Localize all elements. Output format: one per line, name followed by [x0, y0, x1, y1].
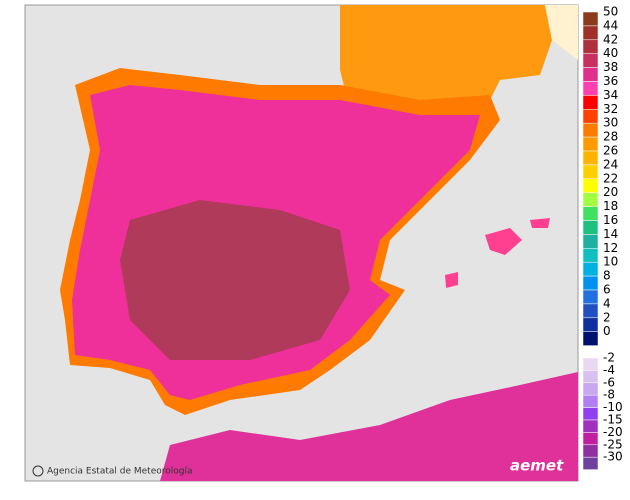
- legend-label: 40: [603, 46, 618, 60]
- legend-label: 18: [603, 199, 618, 213]
- legend-label: 20: [603, 185, 618, 199]
- legend-swatch: [582, 39, 599, 54]
- legend-label: -25: [603, 437, 623, 451]
- legend-label: 22: [603, 171, 618, 185]
- legend-label: 38: [603, 60, 618, 74]
- legend-label: 2: [603, 310, 611, 324]
- legend-label: -10: [603, 400, 623, 414]
- legend-label: 0: [603, 324, 611, 338]
- legend-swatch: [582, 220, 599, 235]
- legend-swatch: [582, 150, 599, 166]
- legend-label: 32: [603, 102, 618, 116]
- legend-label: 26: [603, 144, 618, 158]
- legend-swatch: [582, 357, 599, 371]
- corsica-area: [545, 5, 578, 60]
- legend-label: 12: [603, 241, 618, 255]
- legend-label: -15: [603, 413, 623, 427]
- legend-swatch: [582, 178, 599, 193]
- legend-swatch: [582, 206, 599, 221]
- legend-swatch: [582, 289, 599, 305]
- legend-swatch: [582, 419, 599, 433]
- legend-swatch: [582, 261, 599, 277]
- legend-label: 28: [603, 130, 618, 144]
- legend-swatch: [582, 192, 599, 207]
- attribution-icon: [32, 465, 44, 477]
- legend-label: -8: [603, 388, 615, 402]
- legend-swatch: [582, 331, 599, 346]
- legend-label: 30: [603, 116, 618, 130]
- legend-swatch: [582, 122, 599, 138]
- legend-swatch: [582, 109, 599, 124]
- legend-label: 8: [603, 269, 611, 283]
- africa: [160, 372, 578, 481]
- legend-label: 50: [603, 5, 618, 19]
- legend-swatch: [582, 317, 599, 332]
- legend-swatch: [582, 25, 599, 41]
- legend-swatch: [582, 81, 599, 96]
- mallorca: [485, 228, 522, 255]
- legend-label: 34: [603, 88, 618, 102]
- legend-swatch: [582, 303, 599, 319]
- legend-swatch: [582, 444, 599, 458]
- legend-swatch: [582, 234, 599, 249]
- legend-label: -20: [603, 425, 623, 439]
- legend-swatch: [582, 164, 599, 180]
- legend-swatch: [582, 67, 599, 82]
- legend-label: 36: [603, 74, 618, 88]
- ibiza: [445, 272, 458, 288]
- legend-label: 4: [603, 296, 611, 310]
- legend-label: 44: [603, 18, 618, 32]
- legend-swatch: [582, 432, 599, 446]
- legend-swatch: [582, 11, 599, 27]
- legend-swatch: [582, 394, 599, 408]
- legend-swatch: [582, 407, 599, 421]
- legend-label: 14: [603, 227, 618, 241]
- legend-swatch: [582, 53, 599, 68]
- legend-label: -4: [603, 363, 615, 377]
- legend-label: -2: [603, 351, 615, 365]
- attribution: Agencia Estatal de Meteorología: [47, 467, 193, 477]
- menorca: [530, 218, 550, 228]
- legend-swatch: [582, 370, 599, 384]
- legend-label: 6: [603, 283, 611, 297]
- legend-label: -6: [603, 375, 615, 389]
- legend-swatch: [582, 275, 599, 291]
- legend-label: 24: [603, 157, 618, 171]
- legend-label: 10: [603, 255, 618, 269]
- legend-swatch: [582, 136, 599, 152]
- legend-swatch: [582, 248, 599, 263]
- legend-swatch: [582, 456, 599, 470]
- legend-label: -30: [603, 450, 623, 464]
- legend-swatch: [582, 382, 599, 396]
- legend-swatch: [582, 95, 599, 110]
- legend-label: 42: [603, 32, 618, 46]
- logo: aemet: [510, 457, 564, 475]
- iberia-interior: [120, 200, 350, 360]
- france: [340, 5, 552, 100]
- legend-label: 16: [603, 213, 618, 227]
